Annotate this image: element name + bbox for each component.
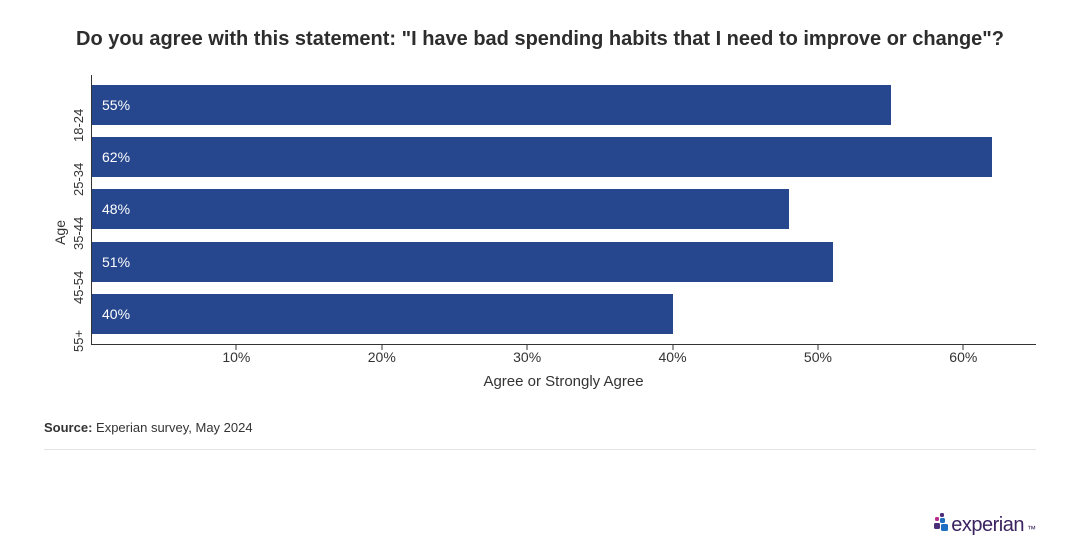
x-tick-label: 50%	[804, 349, 832, 365]
bar-value-label: 62%	[102, 149, 130, 165]
chart-area: Age 18-24 25-34 35-44 45-54 55+ 55% 62% …	[52, 75, 1036, 390]
x-tick-label: 10%	[222, 349, 250, 365]
divider	[44, 449, 1036, 450]
y-tick-label: 55+	[72, 314, 85, 368]
y-axis-label: Age	[52, 220, 68, 245]
source-text: Experian survey, May 2024	[96, 420, 253, 435]
x-tick-label: 20%	[368, 349, 396, 365]
x-tick-label: 60%	[949, 349, 977, 365]
source-line: Source: Experian survey, May 2024	[44, 420, 1036, 435]
y-axis-tick-labels: 18-24 25-34 35-44 45-54 55+	[72, 98, 85, 368]
bar-value-label: 51%	[102, 254, 130, 270]
bar: 62%	[92, 137, 992, 177]
bar-value-label: 40%	[102, 306, 130, 322]
plot-area: 55% 62% 48% 51% 40% 10% 20% 30% 40% 50% 60% A…	[91, 75, 1036, 390]
y-tick-label: 18-24	[72, 98, 85, 152]
chart-title: Do you agree with this statement: "I hav…	[44, 28, 1036, 51]
bar: 51%	[92, 242, 833, 282]
y-tick-label: 35-44	[72, 206, 85, 260]
logo-trademark: ™	[1027, 524, 1036, 534]
y-tick-label: 25-34	[72, 152, 85, 206]
bar: 40%	[92, 294, 673, 334]
bar: 48%	[92, 189, 789, 229]
x-tick-label: 40%	[659, 349, 687, 365]
bar-value-label: 48%	[102, 201, 130, 217]
bar: 55%	[92, 85, 891, 125]
source-label: Source:	[44, 420, 92, 435]
bars-container: 55% 62% 48% 51% 40%	[91, 75, 1036, 345]
logo-text: experian	[951, 515, 1024, 535]
y-tick-label: 45-54	[72, 260, 85, 314]
x-axis: 10% 20% 30% 40% 50% 60%	[91, 347, 1036, 369]
logo-dots-icon	[930, 513, 948, 535]
x-tick-label: 30%	[513, 349, 541, 365]
x-axis-label: Agree or Strongly Agree	[91, 373, 1036, 390]
experian-logo: experian™	[930, 513, 1036, 535]
bar-value-label: 55%	[102, 97, 130, 113]
